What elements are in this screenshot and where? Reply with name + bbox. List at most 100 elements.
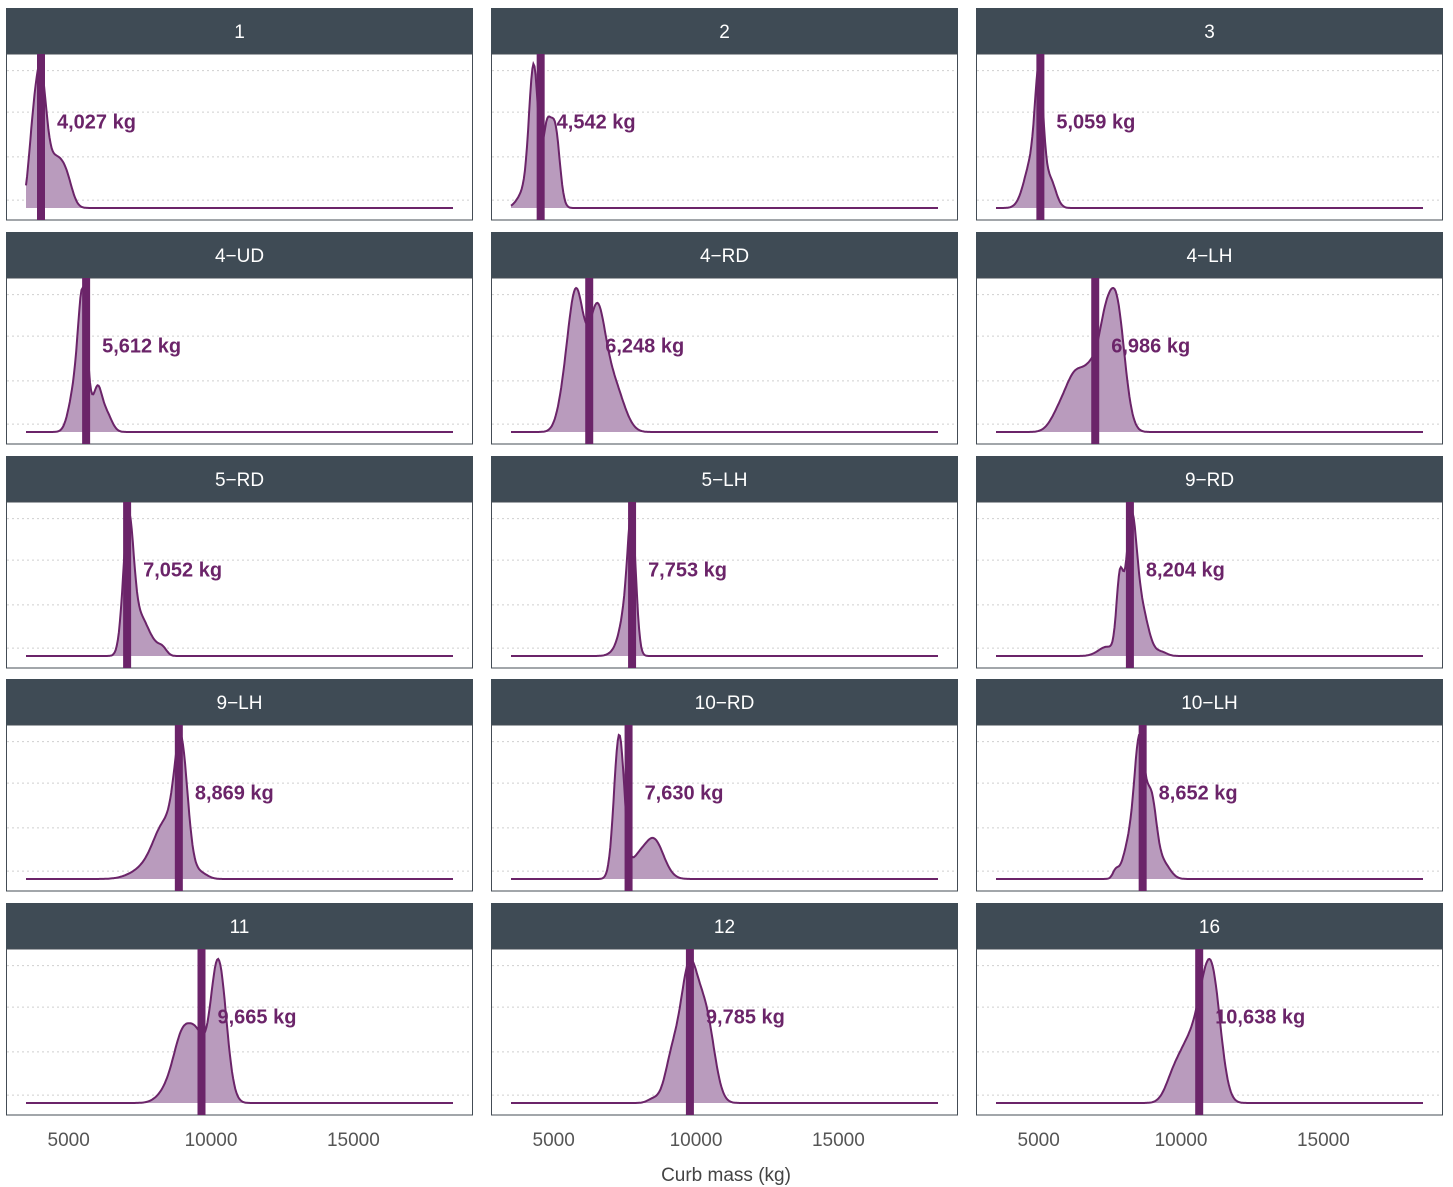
mean-label: 7,753 kg <box>648 560 727 582</box>
mean-label: 6,248 kg <box>605 336 684 358</box>
mean-label: 6,986 kg <box>1111 336 1190 358</box>
x-tick-label: 5000 <box>48 1130 90 1151</box>
mean-label: 5,059 kg <box>1056 112 1135 134</box>
mean-label: 9,665 kg <box>217 1007 296 1029</box>
x-tick-label: 15000 <box>327 1130 380 1151</box>
facet-title: 10−LH <box>1181 693 1238 714</box>
facet-panel: 10−RD 7,630 kg <box>491 679 958 892</box>
mean-label: 7,630 kg <box>645 783 724 805</box>
density-line <box>511 733 938 880</box>
facet-title: 10−RD <box>695 693 755 714</box>
facet-strip <box>6 903 473 949</box>
facet-title: 9−RD <box>1185 470 1234 491</box>
plot-area <box>491 724 958 892</box>
facet-strip <box>491 679 958 725</box>
density-area <box>996 288 1423 432</box>
density-line <box>511 286 938 433</box>
density-line <box>26 510 453 657</box>
density-line <box>996 957 1423 1104</box>
plot-area <box>491 53 958 221</box>
x-axis-title: Curb mass (kg) <box>661 1165 791 1186</box>
plot-area <box>976 277 1443 445</box>
facet-strip <box>491 232 958 278</box>
facet-panel: 12 9,785 kg 5000 10000 15000 <box>491 903 958 1151</box>
x-tick-label: 5000 <box>533 1130 575 1151</box>
facet-title: 12 <box>714 917 735 938</box>
mean-label: 5,612 kg <box>102 336 181 358</box>
plot-area <box>491 948 958 1116</box>
density-line <box>26 957 453 1104</box>
facet-panel: 11 9,665 kg 5000 10000 15000 <box>6 903 473 1151</box>
facet-title: 4−LH <box>1187 246 1233 267</box>
facet-strip <box>6 456 473 502</box>
density-line <box>511 957 938 1104</box>
facet-panel: 9−LH 8,869 kg <box>6 679 473 892</box>
mean-label: 10,638 kg <box>1215 1007 1305 1029</box>
density-area <box>26 64 453 208</box>
x-tick-label: 10000 <box>1155 1130 1208 1151</box>
density-line <box>26 285 453 433</box>
facet-strip <box>491 456 958 502</box>
facet-panel: 16 10,638 kg 5000 10000 15000 <box>976 903 1443 1151</box>
mean-label: 4,027 kg <box>57 112 136 134</box>
density-line <box>510 60 938 209</box>
facet-panel: 5−LH 7,753 kg <box>491 456 958 669</box>
density-area <box>26 288 453 432</box>
x-tick-label: 10000 <box>185 1130 238 1151</box>
density-line <box>996 60 1423 209</box>
facet-panel: 4−RD 6,248 kg <box>491 232 958 445</box>
facet-panel: 4−UD 5,612 kg <box>6 232 473 445</box>
facet-panel: 1 4,027 kg <box>6 8 473 221</box>
facet-strip <box>6 232 473 278</box>
density-area <box>996 959 1423 1103</box>
plot-area <box>6 948 473 1116</box>
facet-title: 5−LH <box>702 470 748 491</box>
facet-strip <box>6 8 473 54</box>
density-line <box>26 733 453 880</box>
density-line <box>996 733 1423 880</box>
x-tick-label: 5000 <box>1018 1130 1060 1151</box>
facet-strip <box>976 903 1443 949</box>
facet-strip <box>976 679 1443 725</box>
facet-panel: 9−RD 8,204 kg <box>976 456 1443 669</box>
plot-area <box>6 53 473 221</box>
plot-area <box>491 501 958 669</box>
facet-title: 4−UD <box>215 246 264 267</box>
facet-title: 1 <box>234 22 245 43</box>
facet-panel: 2 4,542 kg <box>491 8 958 221</box>
mean-label: 7,052 kg <box>143 560 222 582</box>
facet-strip <box>976 232 1443 278</box>
density-line <box>25 62 453 209</box>
facet-strip <box>976 456 1443 502</box>
plot-area <box>6 724 473 892</box>
density-line <box>996 510 1423 657</box>
mean-label: 8,652 kg <box>1159 783 1238 805</box>
facet-title: 2 <box>719 22 730 43</box>
plot-area <box>6 501 473 669</box>
x-tick-label: 15000 <box>1297 1130 1350 1151</box>
facet-title: 16 <box>1199 917 1220 938</box>
plot-area <box>976 724 1443 892</box>
facet-title: 5−RD <box>215 470 264 491</box>
facet-title: 11 <box>230 917 250 938</box>
facet-panel: 3 5,059 kg <box>976 8 1443 221</box>
density-area <box>511 288 938 432</box>
mean-label: 8,204 kg <box>1146 560 1225 582</box>
mean-label: 4,542 kg <box>557 112 636 134</box>
facet-panel: 4−LH 6,986 kg <box>976 232 1443 445</box>
mean-label: 8,869 kg <box>195 783 274 805</box>
mean-label: 9,785 kg <box>706 1007 785 1029</box>
facet-strip <box>6 679 473 725</box>
density-area <box>511 735 938 879</box>
density-area <box>511 64 938 208</box>
x-tick-label: 10000 <box>670 1130 723 1151</box>
facet-title: 3 <box>1204 22 1215 43</box>
density-line <box>511 509 938 657</box>
facet-title: 4−RD <box>700 246 749 267</box>
density-line <box>996 286 1423 433</box>
facet-strip <box>491 8 958 54</box>
x-tick-label: 15000 <box>812 1130 865 1151</box>
facet-strip <box>491 903 958 949</box>
